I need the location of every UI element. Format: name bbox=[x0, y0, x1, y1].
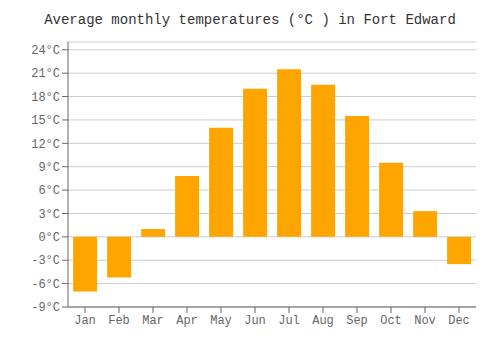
svg-text:Nov: Nov bbox=[414, 314, 436, 328]
svg-text:Aug: Aug bbox=[312, 314, 334, 328]
svg-text:Jul: Jul bbox=[278, 314, 300, 328]
svg-text:Apr: Apr bbox=[176, 314, 198, 328]
svg-text:Jun: Jun bbox=[244, 314, 266, 328]
svg-text:21°C: 21°C bbox=[31, 67, 60, 81]
svg-text:-9°C: -9°C bbox=[31, 301, 60, 315]
svg-text:18°C: 18°C bbox=[31, 91, 60, 105]
svg-text:15°C: 15°C bbox=[31, 114, 60, 128]
html-text:Average monthly temperatures (: Average monthly temperatures (°C ) in Fo… bbox=[44, 12, 456, 28]
svg-text:Sep: Sep bbox=[346, 314, 368, 328]
svg-text:3°C: 3°C bbox=[38, 208, 60, 222]
svg-text:Feb: Feb bbox=[108, 314, 130, 328]
svg-text:0°C: 0°C bbox=[38, 231, 60, 245]
svg-text:Oct: Oct bbox=[380, 314, 402, 328]
svg-text:24°C: 24°C bbox=[31, 44, 60, 58]
svg-text:12°C: 12°C bbox=[31, 138, 60, 152]
svg-text:Dec: Dec bbox=[448, 314, 470, 328]
svg-text:Jan: Jan bbox=[74, 314, 96, 328]
svg-text:-3°C: -3°C bbox=[31, 254, 60, 268]
svg-text:Mar: Mar bbox=[142, 314, 164, 328]
svg-text:6°C: 6°C bbox=[38, 184, 60, 198]
svg-text:May: May bbox=[210, 314, 232, 328]
svg-text:-6°C: -6°C bbox=[31, 278, 60, 292]
svg-text:9°C: 9°C bbox=[38, 161, 60, 175]
